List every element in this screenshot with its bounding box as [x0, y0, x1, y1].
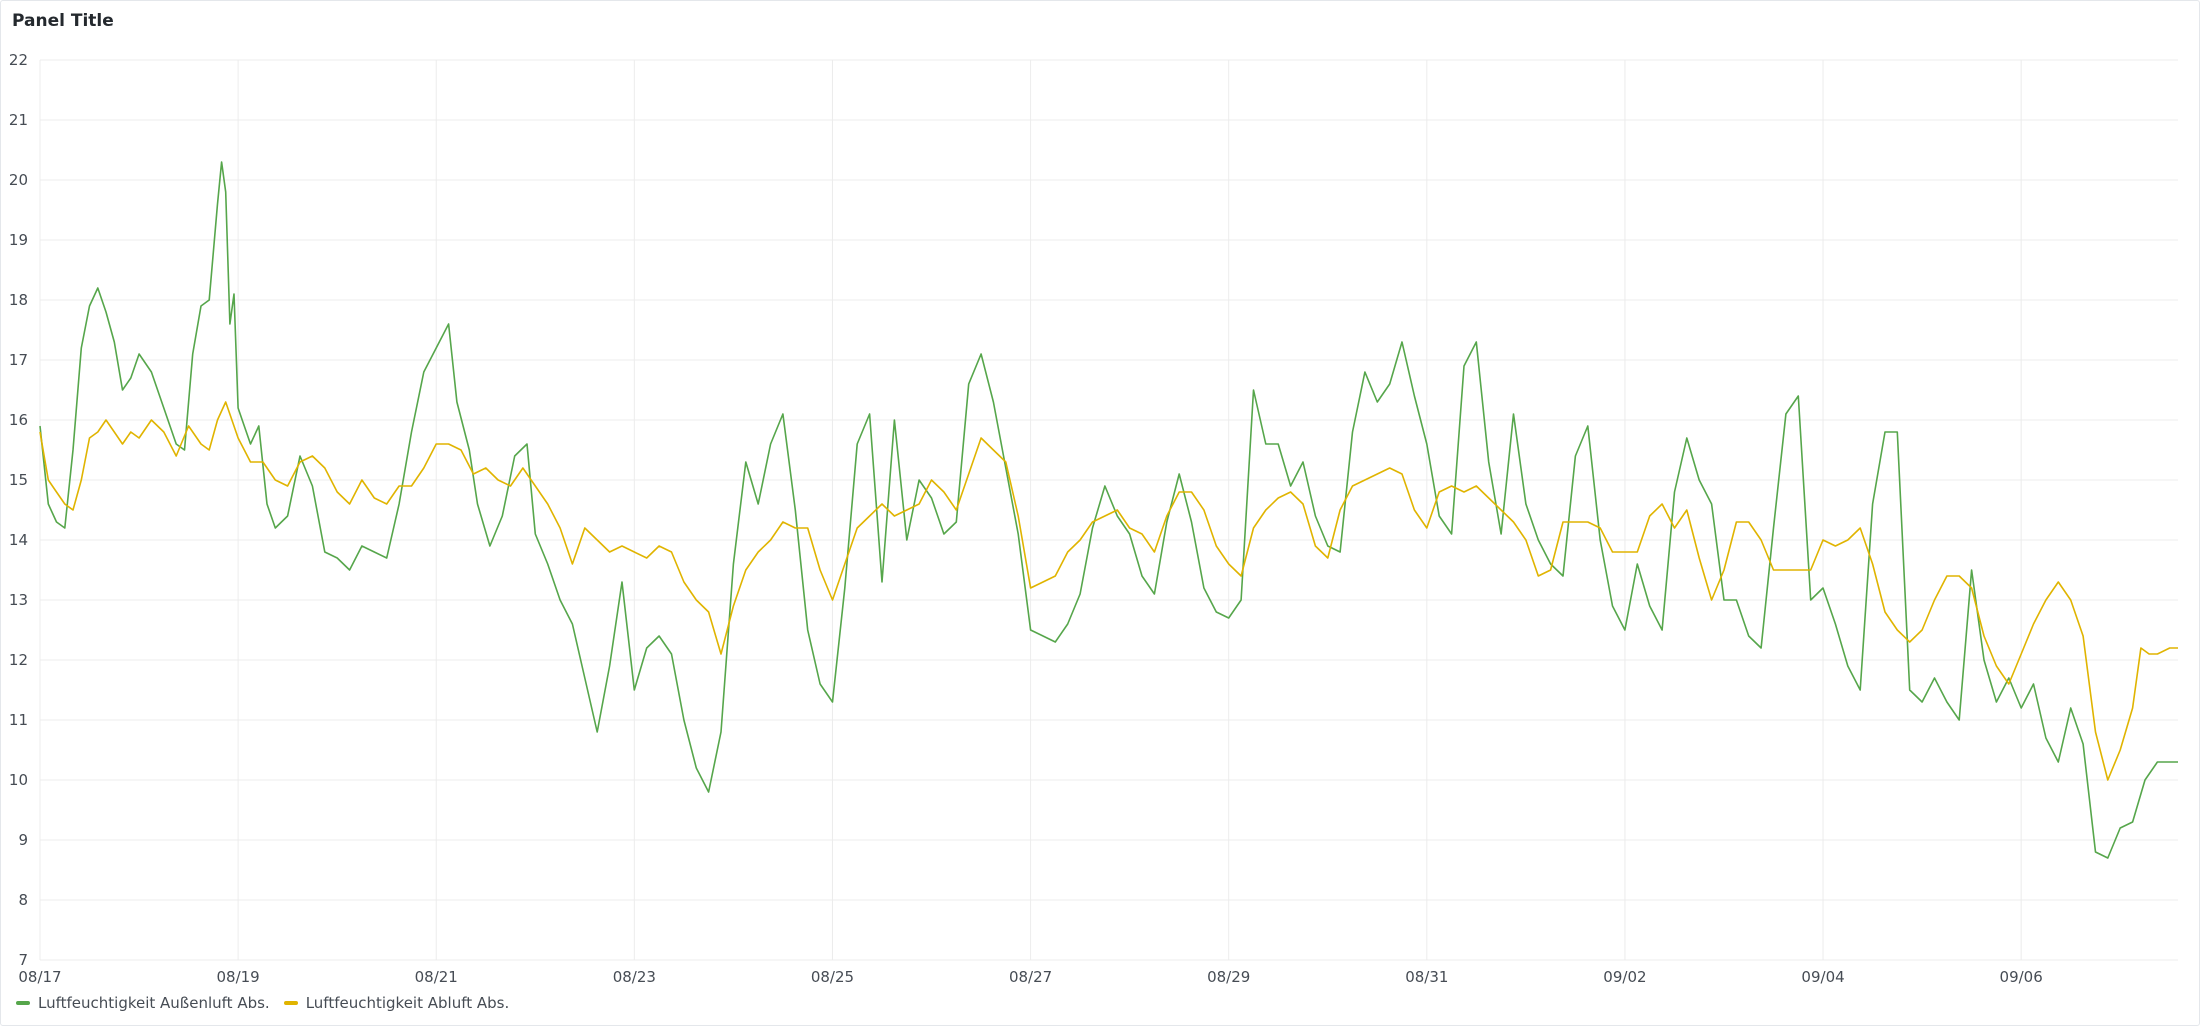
- legend-label-aussenluft: Luftfeuchtigkeit Außenluft Abs.: [38, 994, 270, 1012]
- x-tick-label: 08/27: [1009, 968, 1052, 986]
- x-tick-label: 08/29: [1207, 968, 1250, 986]
- x-tick-label: 08/23: [613, 968, 656, 986]
- y-tick-label: 10: [9, 771, 28, 789]
- legend-label-abluft: Luftfeuchtigkeit Abluft Abs.: [305, 994, 510, 1012]
- y-tick-label: 18: [9, 291, 28, 309]
- x-tick-label: 08/17: [18, 968, 61, 986]
- y-tick-label: 21: [9, 111, 28, 129]
- panel-title[interactable]: Panel Title: [12, 11, 114, 31]
- y-tick-label: 11: [9, 711, 28, 729]
- x-tick-label: 08/31: [1405, 968, 1448, 986]
- legend-swatch-abluft: [283, 1001, 298, 1005]
- y-tick-label: 15: [9, 471, 28, 489]
- y-tick-label: 16: [9, 411, 28, 429]
- y-tick-label: 13: [9, 591, 28, 609]
- x-tick-label: 09/02: [1603, 968, 1646, 986]
- legend-item-abluft[interactable]: Luftfeuchtigkeit Abluft Abs.: [283, 994, 510, 1012]
- y-tick-label: 9: [18, 831, 28, 849]
- y-tick-label: 20: [9, 171, 28, 189]
- y-tick-label: 8: [18, 891, 28, 909]
- y-tick-label: 12: [9, 651, 28, 669]
- y-tick-label: 19: [9, 231, 28, 249]
- legend: Luftfeuchtigkeit Außenluft Abs. Luftfeuc…: [16, 994, 509, 1012]
- y-tick-label: 17: [9, 351, 28, 369]
- x-tick-label: 09/04: [1801, 968, 1844, 986]
- series-line-2: [39, 401, 2178, 781]
- series-line-1: [39, 161, 2178, 859]
- y-tick-label: 14: [9, 531, 28, 549]
- x-tick-label: 09/06: [2000, 968, 2043, 986]
- x-tick-label: 08/19: [216, 968, 259, 986]
- y-tick-label: 7: [18, 951, 28, 969]
- y-tick-label: 22: [9, 51, 28, 69]
- legend-item-aussenluft[interactable]: Luftfeuchtigkeit Außenluft Abs.: [16, 994, 270, 1012]
- x-tick-label: 08/21: [415, 968, 458, 986]
- x-tick-label: 08/25: [811, 968, 854, 986]
- legend-swatch-aussenluft: [16, 1001, 30, 1005]
